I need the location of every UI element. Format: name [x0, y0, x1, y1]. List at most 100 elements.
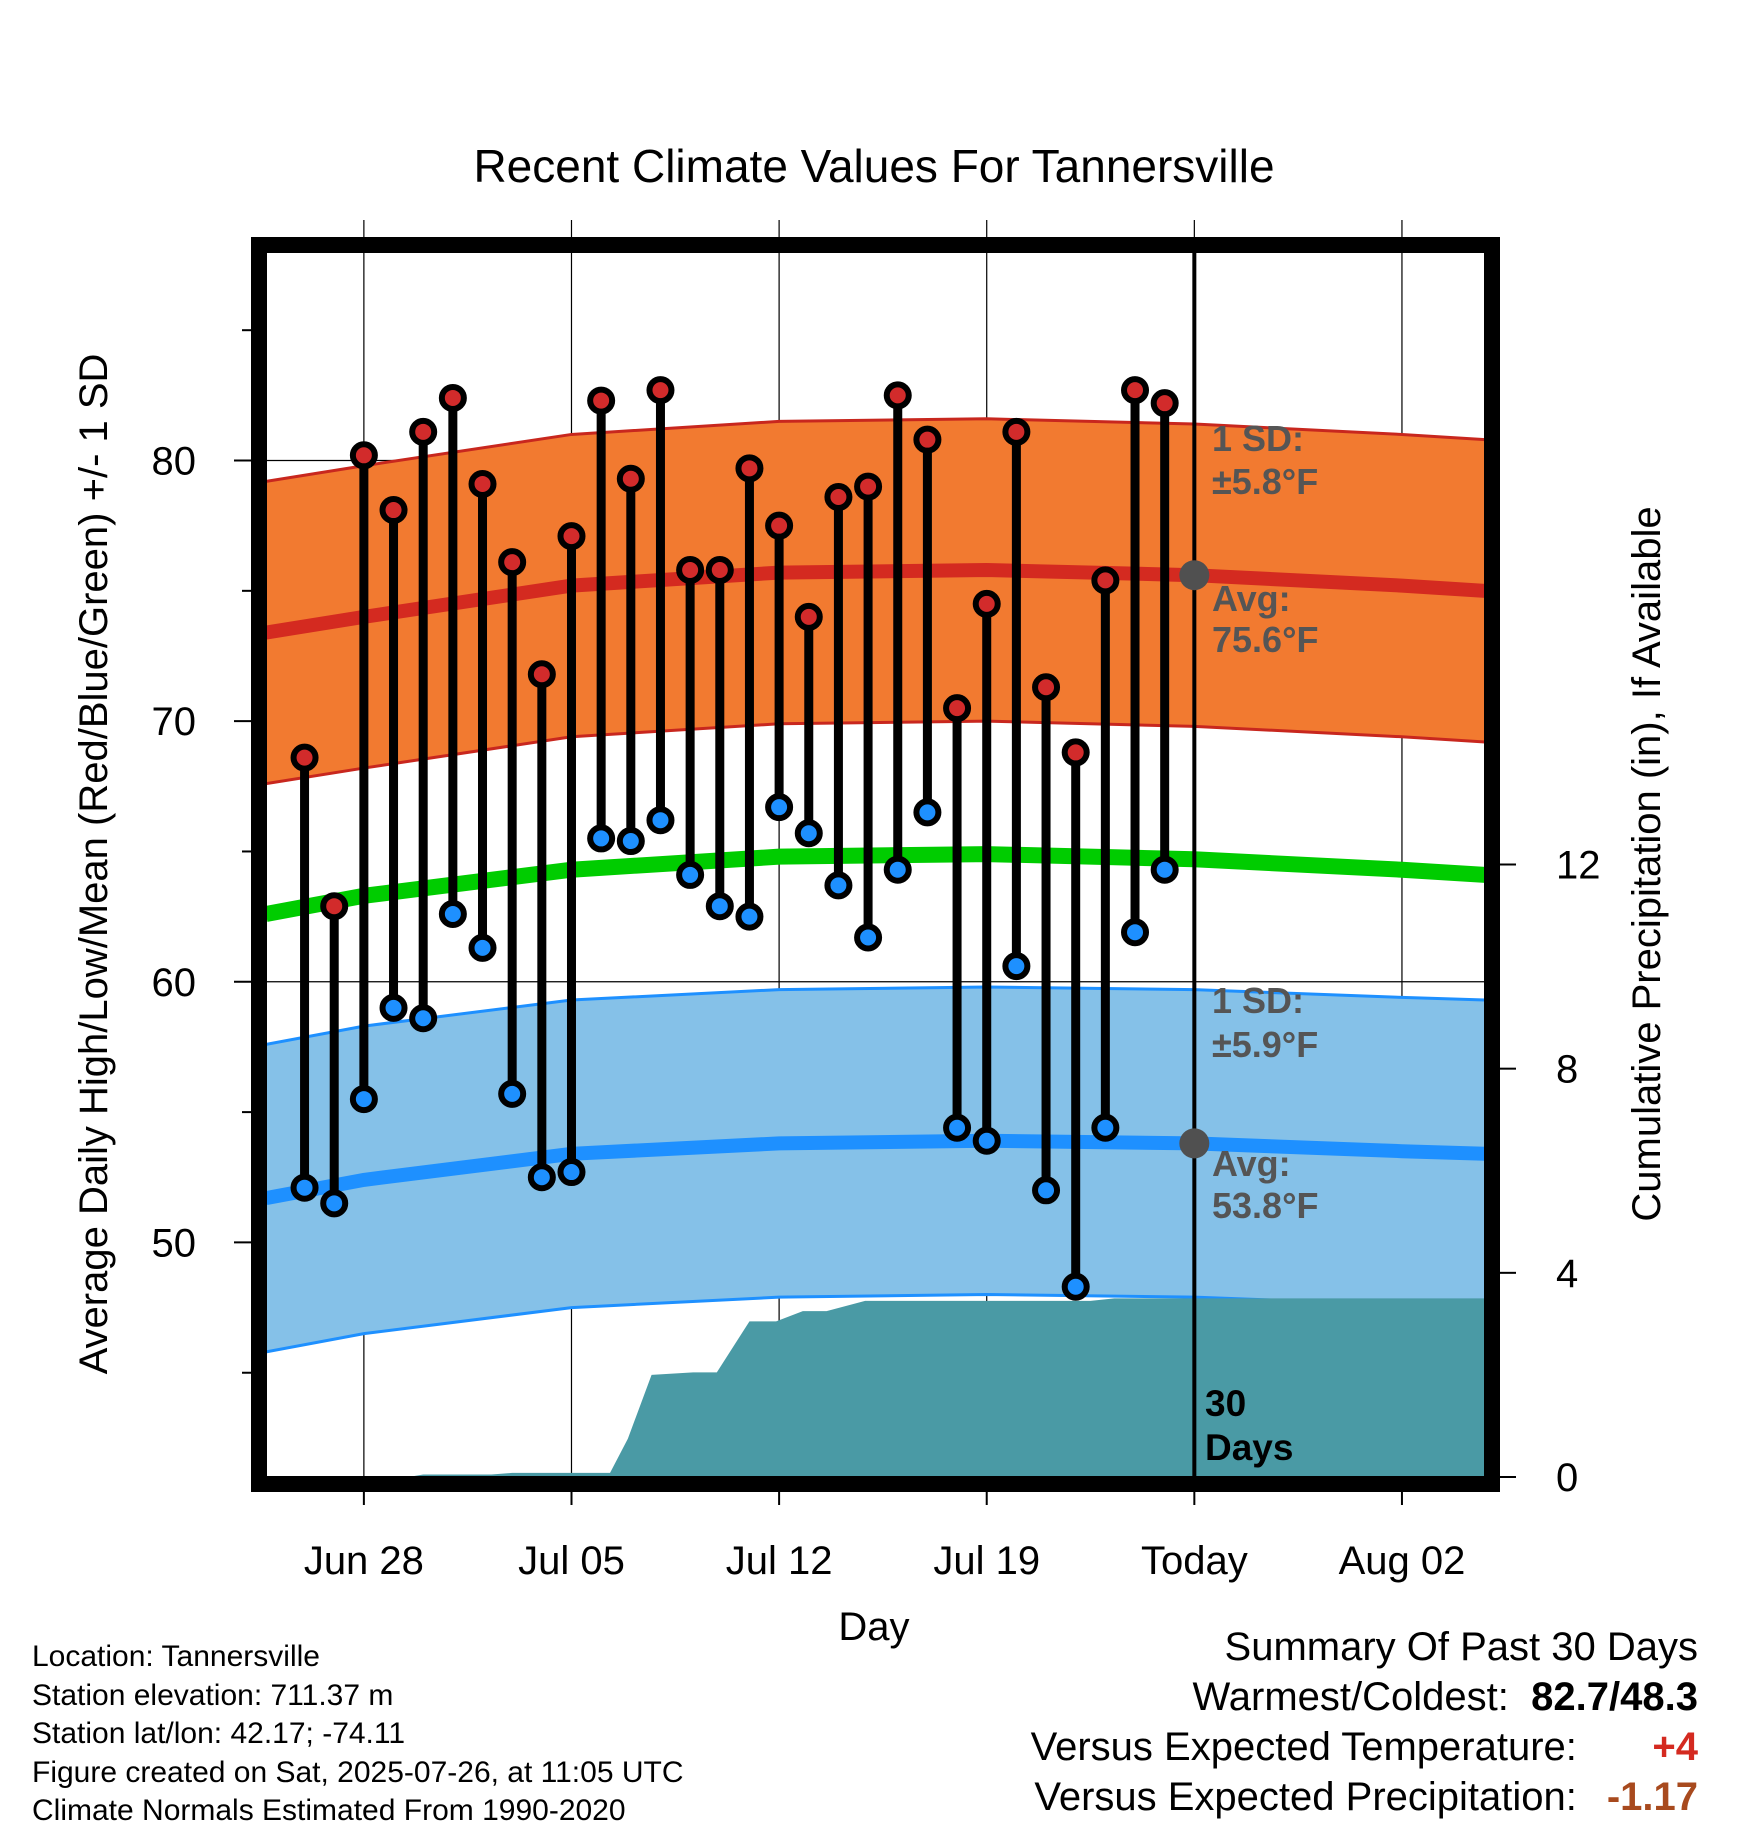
daily-high-point	[735, 454, 764, 483]
daily-low-point	[468, 933, 497, 962]
daily-high-point	[498, 548, 527, 577]
daily-low-point	[587, 824, 616, 853]
daily-high-point	[409, 417, 438, 446]
summary-heading: Summary Of Past 30 Days	[1224, 1625, 1698, 1669]
high-sd-label-line1: 1 SD:	[1212, 418, 1304, 459]
daily-low-point	[438, 900, 467, 929]
low-sd-label-line2: ±5.9°F	[1212, 1024, 1318, 1065]
daily-high-point	[379, 496, 408, 525]
normals-text: Climate Normals Estimated From 1990-2020	[32, 1794, 626, 1827]
daily-high-point	[1032, 673, 1061, 702]
daily-low-point	[943, 1113, 972, 1142]
summary-warmest-label: Warmest/Coldest:	[1192, 1675, 1509, 1719]
low-avg-label-line2: 53.8°F	[1212, 1185, 1318, 1226]
summary-precip-label: Versus Expected Precipitation:	[1034, 1775, 1577, 1819]
daily-low-point	[854, 923, 883, 952]
plot-frame	[251, 237, 1500, 1492]
high-avg-label: Avg: 75.6°F	[1212, 578, 1318, 660]
daily-high-point	[1002, 417, 1031, 446]
low-sd-label-line1: 1 SD:	[1212, 980, 1304, 1021]
daily-low-point	[527, 1163, 556, 1192]
daily-high-point	[527, 660, 556, 689]
y-left-tick-label: 80	[152, 440, 197, 484]
summary-temp-label: Versus Expected Temperature:	[1030, 1725, 1577, 1769]
x-tick-label: Jun 28	[304, 1539, 424, 1583]
low-average-line	[266, 1133, 1485, 1205]
high-avg-label-line2: 75.6°F	[1212, 619, 1318, 660]
daily-high-point	[438, 383, 467, 412]
y-right-tick-label: 12	[1556, 844, 1601, 888]
x-tick-label: Today	[1141, 1539, 1248, 1583]
daily-high-point	[765, 511, 794, 540]
daily-high-point	[676, 555, 705, 584]
low-avg-label-line1: Avg:	[1212, 1143, 1291, 1184]
high-sd-lower-edge	[266, 719, 1485, 786]
daily-low-point	[646, 806, 675, 835]
y-right-tick-label: 8	[1556, 1048, 1578, 1092]
average-markers	[1179, 560, 1210, 1159]
daily-low-point	[498, 1079, 527, 1108]
summary-temp-row: Versus Expected Temperature: +4	[1031, 1722, 1698, 1772]
daily-low-point	[1121, 918, 1150, 947]
y-left-axis-label: Average Daily High/Low/Mean (Red/Blue/Gr…	[72, 354, 116, 1375]
low-avg-label: Avg: 53.8°F	[1212, 1143, 1318, 1226]
daily-low-point	[1150, 855, 1179, 884]
days-label-line2: Days	[1205, 1427, 1293, 1468]
y-right-tick-label: 0	[1556, 1456, 1578, 1500]
y-right-tick-label: 4	[1556, 1252, 1578, 1296]
daily-low-point	[1091, 1113, 1120, 1142]
daily-high-point	[1091, 566, 1120, 595]
daily-high-point	[557, 522, 586, 551]
low-sd-label: 1 SD: ±5.9°F	[1212, 980, 1318, 1065]
chart-title: Recent Climate Values For Tannersville	[473, 140, 1274, 192]
daily-low-point	[349, 1085, 378, 1114]
precipitation-fill	[266, 1298, 1485, 1477]
precipitation-area	[266, 1298, 1485, 1477]
summary-precip-row: Versus Expected Precipitation: -1.17	[1031, 1772, 1698, 1822]
low-sd-upper-edge	[266, 985, 1485, 1046]
daily-high-point	[854, 472, 883, 501]
daily-low-point	[616, 827, 645, 856]
daily-high-point	[913, 425, 942, 454]
daily-high-point	[587, 386, 616, 415]
daily-high-point	[824, 483, 853, 511]
daily-low-point	[735, 902, 764, 931]
high-average-marker	[1179, 560, 1210, 591]
x-tick-label: Jul 12	[726, 1539, 833, 1583]
summary-warmest-value: 82.7/48.3	[1531, 1675, 1698, 1719]
y-left-tick-label: 60	[152, 961, 197, 1005]
daily-low-point	[913, 798, 942, 827]
high-sd-upper-edge	[266, 417, 1485, 483]
mean-average-line	[266, 846, 1485, 922]
daily-high-point	[972, 589, 1001, 618]
x-tick-label: Aug 02	[1339, 1539, 1466, 1583]
daily-low-point	[765, 793, 794, 822]
high-sd-label: 1 SD: ±5.8°F	[1212, 418, 1318, 502]
x-tick-label: Jul 19	[933, 1539, 1040, 1583]
daily-low-point	[883, 855, 912, 884]
summary-warmest-row: Warmest/Coldest: 82.7/48.3	[1031, 1672, 1699, 1722]
elevation-text: Station elevation: 711.37 m	[32, 1678, 394, 1712]
summary-temp-value: +4	[1652, 1725, 1698, 1769]
days-label: 30 Days	[1205, 1383, 1293, 1468]
location-text: Location: Tannersville	[32, 1640, 320, 1673]
daily-high-point	[943, 694, 972, 723]
daily-high-point	[1061, 738, 1090, 767]
daily-high-point	[1121, 376, 1150, 405]
daily-high-point	[1150, 389, 1179, 418]
daily-low-point	[1061, 1272, 1090, 1301]
high-avg-label-line1: Avg:	[1212, 578, 1291, 619]
daily-high-point	[646, 376, 675, 405]
high-sd-label-line2: ±5.8°F	[1212, 461, 1318, 502]
daily-high-point	[794, 602, 823, 631]
x-tick-label: Jul 05	[518, 1539, 625, 1583]
daily-low-point	[290, 1173, 319, 1202]
daily-high-point	[320, 892, 349, 921]
created-text: Figure created on Sat, 2025-07-26, at 11…	[32, 1755, 684, 1789]
axis-ticks: Jun 28 Jul 05 Jul 12 Jul 19 Today Aug 02 50 60 7…	[152, 329, 1601, 1583]
daily-low-point	[1032, 1176, 1061, 1205]
high-average-line	[266, 562, 1485, 640]
daily-high-point	[468, 469, 497, 498]
daily-low-point	[409, 1004, 438, 1033]
